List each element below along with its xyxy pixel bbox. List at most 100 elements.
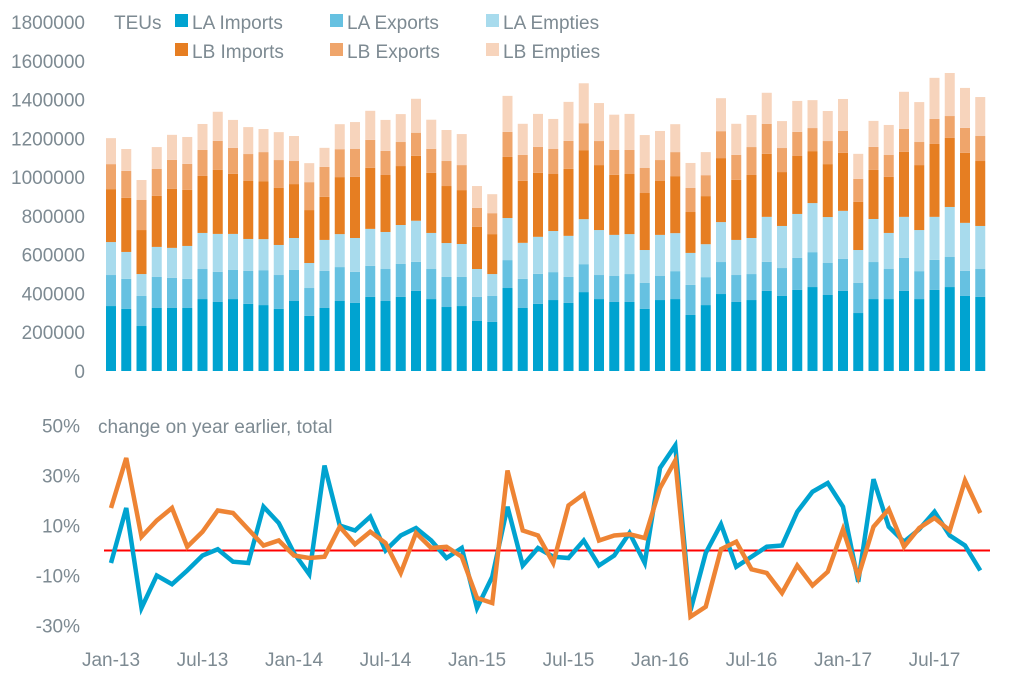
bar-segment — [502, 288, 513, 371]
bar-segment — [548, 300, 559, 371]
bar-segment — [944, 206, 955, 257]
legend-label: LA Exports — [347, 13, 439, 34]
bar-segment — [426, 269, 437, 300]
bar-segment — [350, 237, 360, 272]
bar-segment — [411, 261, 421, 291]
bar-segment — [685, 252, 696, 285]
bar-stack — [395, 114, 406, 371]
bar-segment — [594, 275, 604, 300]
bar-segment — [289, 269, 299, 302]
bar-segment — [899, 151, 909, 217]
bar-segment — [685, 212, 696, 253]
bar-segment — [441, 186, 452, 244]
bar-segment — [441, 276, 452, 308]
bar-segment — [761, 92, 772, 124]
bar-segment — [975, 296, 986, 371]
bar-segment — [517, 154, 528, 181]
bar-segment — [578, 83, 589, 124]
bar-segment — [456, 244, 467, 277]
bar-segment — [121, 170, 132, 198]
bar-stack — [731, 123, 742, 371]
bar-stack — [456, 134, 467, 371]
bar-stack — [426, 119, 437, 371]
bar-segment — [746, 300, 757, 371]
bar-segment — [639, 135, 650, 168]
bar-segment — [182, 245, 193, 279]
bar-y-tick-label: 1400000 — [11, 91, 85, 112]
bar-segment — [289, 136, 299, 162]
bar-segment — [853, 250, 864, 283]
bar-segment — [472, 296, 482, 321]
bar-segment — [304, 182, 315, 211]
x-tick-label: Jul-13 — [177, 650, 229, 671]
line-y-tick-label: -10% — [36, 567, 80, 588]
bar-segment — [136, 295, 147, 327]
bar-segment — [121, 251, 132, 279]
bar-stack — [807, 100, 818, 371]
bar-segment — [944, 287, 955, 371]
legend-swatch — [486, 14, 499, 27]
bar-segment — [578, 150, 589, 220]
bar-stack — [334, 124, 345, 371]
bar-segment — [685, 314, 696, 371]
bar-y-tick-label: 1600000 — [11, 52, 85, 73]
bar-stack — [136, 180, 147, 371]
bar-stack — [533, 113, 543, 371]
bar-segment — [243, 270, 254, 304]
bar-stack — [258, 129, 269, 371]
legend: LA Imports LA Exports LA Empties LB Imports… — [175, 13, 600, 63]
bar-segment — [594, 230, 604, 276]
bar-segment — [533, 113, 543, 147]
bar-segment — [121, 308, 132, 371]
legend-item: LB Exports — [330, 42, 440, 63]
bar-segment — [883, 155, 894, 177]
bar-y-axis: 0 200000 400000 600000 800000 1000000 1200000 1… — [11, 13, 85, 383]
bar-segment — [487, 213, 498, 235]
bar-y-tick-label: 400000 — [22, 284, 85, 305]
bar-segment — [655, 234, 665, 276]
bar-segment — [243, 180, 254, 239]
bar-segment — [136, 274, 147, 296]
bar-segment — [883, 269, 894, 300]
bar-segment — [289, 184, 299, 238]
bar-segment — [426, 232, 437, 270]
bar-segment — [853, 313, 864, 371]
bar-segment — [411, 220, 421, 262]
bar-stack — [578, 83, 589, 371]
bar-stack — [777, 121, 787, 371]
bar-y-tick-label: 200000 — [22, 323, 85, 344]
bar-segment — [853, 178, 864, 202]
bar-segment — [792, 257, 803, 290]
bar-segment — [868, 120, 879, 147]
bar-stack — [380, 119, 391, 371]
bar-segment — [929, 216, 940, 260]
bar-segment — [929, 143, 940, 217]
bar-segment — [212, 233, 223, 272]
bar-y-tick-label: 600000 — [22, 246, 85, 267]
bar-segment — [914, 299, 925, 371]
bar-stack — [212, 111, 223, 371]
bar-segment — [182, 278, 193, 308]
bar-segment — [380, 231, 391, 270]
bar-stack — [243, 127, 254, 371]
bar-stack — [639, 135, 650, 371]
bar-stack — [304, 163, 315, 371]
bar-segment — [319, 147, 330, 167]
bar-stack — [487, 194, 498, 371]
bar-segment — [777, 121, 787, 149]
bar-segment — [472, 320, 482, 371]
bar-segment — [716, 294, 726, 371]
bar-segment — [273, 244, 284, 276]
bar-segment — [502, 131, 513, 157]
bar-segment — [151, 246, 162, 277]
bar-stack — [929, 77, 940, 371]
bar-segment — [731, 301, 742, 371]
bar-segment — [136, 326, 147, 371]
bar-segment — [395, 263, 406, 297]
bar-segment — [761, 153, 772, 217]
line-y-tick-label: 50% — [42, 417, 80, 438]
bar-segment — [136, 180, 147, 200]
bar-segment — [807, 128, 818, 152]
bar-segment — [822, 110, 833, 142]
line-chart-title: change on year earlier, total — [98, 417, 333, 438]
